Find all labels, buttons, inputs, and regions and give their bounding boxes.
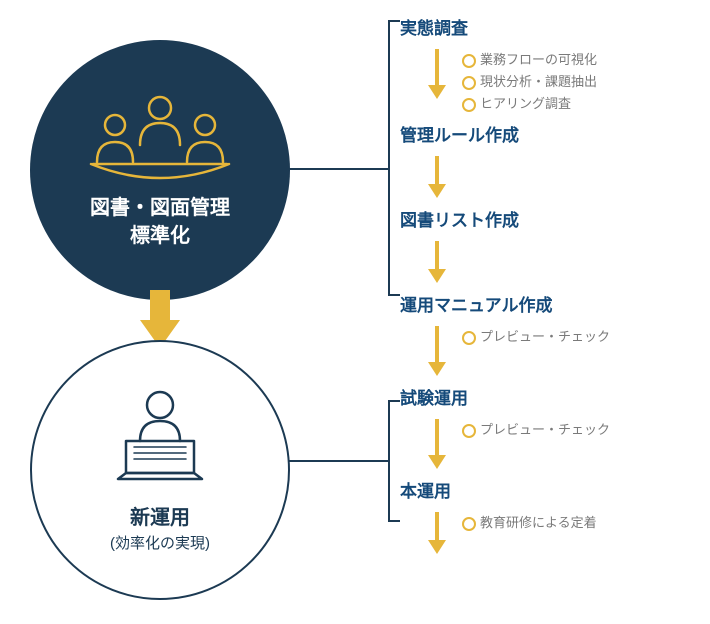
step-bullets: 業務フローの可視化現状分析・課題抽出ヒアリング調査 <box>462 49 597 115</box>
connector-hline-1 <box>288 168 388 170</box>
step-0: 実態調査業務フローの可視化現状分析・課題抽出ヒアリング調査 <box>400 10 700 117</box>
connector-hline-2 <box>288 460 388 462</box>
step-arrow-icon <box>430 241 444 281</box>
circle-standardization: 図書・図面管理 標準化 <box>30 40 290 300</box>
step-1: 管理ルール作成 <box>400 117 700 196</box>
step-title: 本運用 <box>400 473 700 506</box>
step-arrow-icon <box>430 156 444 196</box>
step-2: 図書リスト作成 <box>400 202 700 281</box>
meeting-icon <box>85 90 235 180</box>
step-arrow-icon <box>430 326 444 374</box>
person-laptop-icon <box>100 387 220 487</box>
step-title: 実態調査 <box>400 10 700 43</box>
step-3: 運用マニュアル作成プレビュー・チェック <box>400 287 700 380</box>
step-title: 管理ルール作成 <box>400 117 700 150</box>
step-bullet: プレビュー・チェック <box>462 419 610 441</box>
step-bullets: プレビュー・チェック <box>462 419 610 441</box>
step-4: 試験運用プレビュー・チェック <box>400 380 700 473</box>
step-arrow-icon <box>430 512 444 552</box>
step-bullet: ヒアリング調査 <box>462 93 597 115</box>
connector-bracket-1 <box>388 20 400 296</box>
step-bullets: プレビュー・チェック <box>462 326 610 348</box>
circle-bottom-title: 新運用 <box>130 501 190 530</box>
circle-top-line1: 図書・図面管理 <box>90 194 230 222</box>
circle-top-line2: 標準化 <box>130 222 190 250</box>
step-bullet: プレビュー・チェック <box>462 326 610 348</box>
step-bullet: 教育研修による定着 <box>462 512 597 534</box>
step-bullet: 現状分析・課題抽出 <box>462 71 597 93</box>
step-arrow-icon <box>430 49 444 97</box>
step-bullet: 業務フローの可視化 <box>462 49 597 71</box>
steps-column: 実態調査業務フローの可視化現状分析・課題抽出ヒアリング調査管理ルール作成図書リス… <box>400 10 700 558</box>
connector-bracket-2 <box>388 400 400 522</box>
step-arrow-icon <box>430 419 444 467</box>
step-5: 本運用教育研修による定着 <box>400 473 700 558</box>
step-title: 運用マニュアル作成 <box>400 287 700 320</box>
step-title: 図書リスト作成 <box>400 202 700 235</box>
step-bullets: 教育研修による定着 <box>462 512 597 534</box>
circle-new-operation: 新運用 (効率化の実現) <box>30 340 290 600</box>
step-title: 試験運用 <box>400 380 700 413</box>
circle-bottom-subtitle: (効率化の実現) <box>110 532 210 553</box>
